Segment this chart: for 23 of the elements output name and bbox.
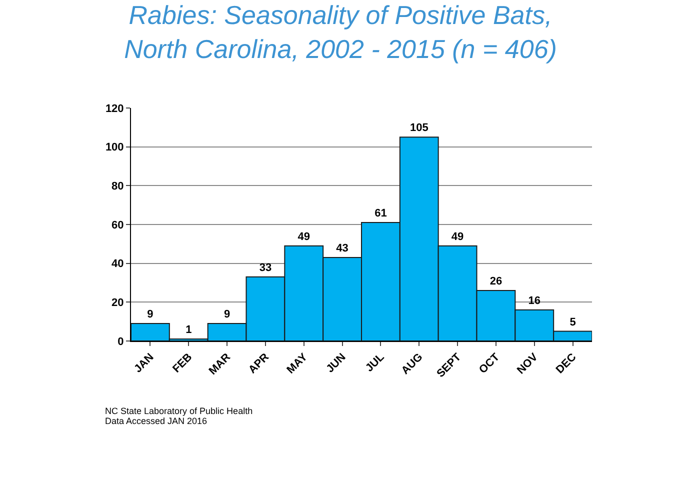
x-tick-label: JUL [364, 351, 387, 374]
y-tick-label: 120 [105, 102, 124, 115]
y-tick-label: 0 [118, 336, 124, 348]
data-label: 43 [336, 242, 348, 255]
y-tick-label: 40 [112, 258, 124, 270]
data-label: 49 [451, 230, 464, 243]
chart-title: Rabies: Seasonality of Positive Bats, North Carolina, 2002 - 2015 (n = 406) [124, 0, 557, 64]
data-label: 26 [490, 276, 502, 288]
data-label: 61 [374, 208, 387, 220]
data-label: 16 [528, 294, 540, 307]
data-label: 9 [147, 308, 154, 321]
data-label: 105 [410, 122, 428, 134]
y-tick-label: 20 [112, 297, 124, 310]
data-label: 33 [259, 262, 272, 274]
y-tick-label: 60 [112, 219, 124, 232]
data-label: 9 [224, 308, 230, 321]
y-tick-label: 100 [105, 142, 124, 154]
text: Data Accessed JAN 2016 [105, 416, 208, 426]
data-label: 5 [570, 316, 576, 328]
y-tick-label: 80 [112, 180, 124, 193]
data-label: 1 [186, 324, 192, 336]
data-label: 49 [298, 230, 310, 243]
text: NC State Laboratory of Public Health [105, 406, 253, 416]
